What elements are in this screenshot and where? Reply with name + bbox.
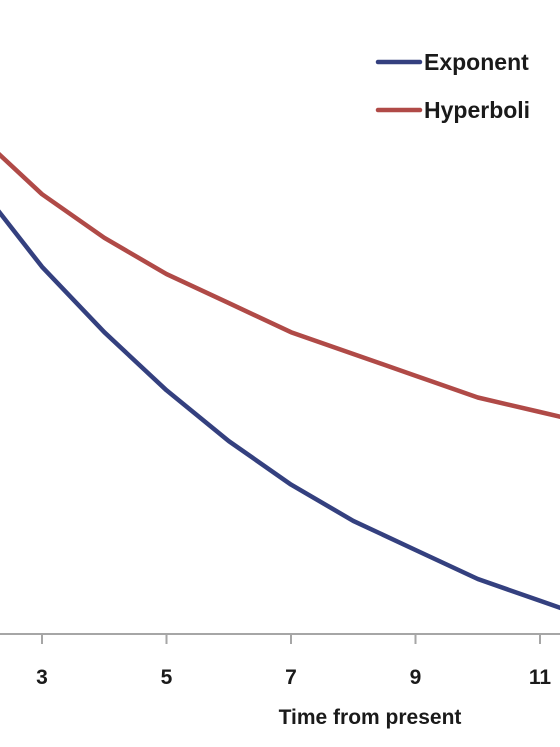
x-tick-label: 3	[36, 666, 48, 689]
legend-label: Hyperboli	[424, 97, 530, 123]
x-tick-label: 5	[161, 666, 173, 689]
legend: Exponent Hyperboli	[378, 49, 530, 123]
legend-item-hyperboli: Hyperboli	[378, 97, 530, 123]
x-tick-label: 7	[285, 666, 297, 689]
series-line-exponent	[0, 93, 560, 623]
x-tick-label: 11	[529, 666, 552, 689]
legend-label: Exponent	[424, 49, 529, 75]
x-tick-label: 9	[410, 666, 422, 689]
plot-lines	[0, 64, 560, 623]
legend-item-exponent: Exponent	[378, 49, 529, 75]
x-axis-title: Time from present	[279, 706, 462, 729]
x-axis: 3 5 7 9 11	[0, 634, 560, 689]
